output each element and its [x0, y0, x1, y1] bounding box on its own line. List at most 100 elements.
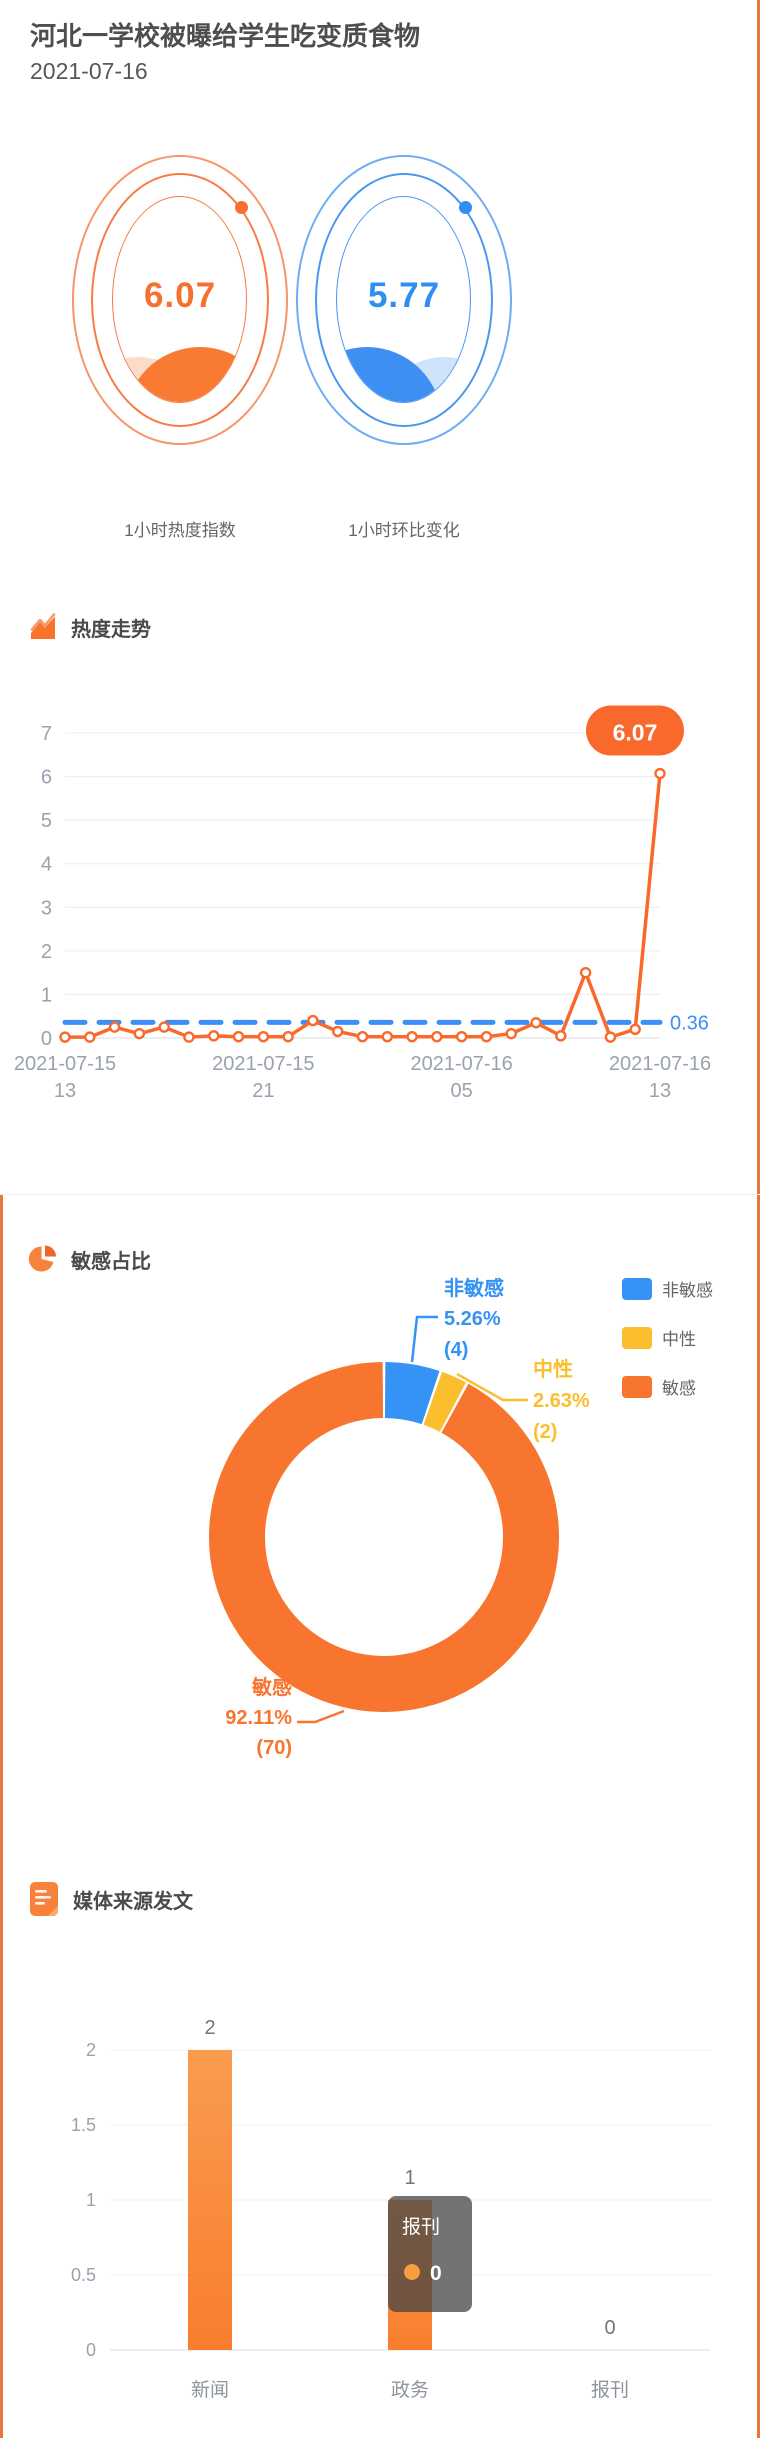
- trend-section-header: 热度走势: [28, 612, 151, 642]
- gauge-circle[interactable]: 5.77: [294, 150, 514, 450]
- gauge-value: 5.77: [367, 276, 441, 315]
- bar-新闻[interactable]: [188, 2050, 232, 2350]
- callout-text: (70): [256, 1737, 292, 1759]
- tooltip-title: 报刊: [402, 2216, 440, 2238]
- gauge-liquid-area: [336, 196, 471, 403]
- trend-series-line: [63, 771, 662, 1039]
- donut-slice-非敏感[interactable]: [384, 1362, 440, 1425]
- callout-leader-line: [456, 1372, 528, 1402]
- data-point-marker: [208, 1030, 220, 1042]
- data-point-marker: [629, 1023, 641, 1035]
- data-point-marker: [158, 1021, 170, 1033]
- peak-value-badge: [586, 705, 684, 756]
- heat-trend-line-chart[interactable]: 0 1 2 3 4 5 6 7 2021-07-15 13 2021-07-15 21 2021-07-…: [0, 688, 760, 1118]
- gauge-outer-ring: [72, 155, 288, 445]
- section-divider: [0, 1194, 760, 1195]
- svg-text:6: 6: [41, 767, 52, 789]
- page-title: 河北一学校被曝给学生吃变质食物: [30, 21, 421, 51]
- wave-solid: [125, 347, 246, 402]
- page-edge-left: [0, 1194, 3, 2438]
- data-point-marker: [480, 1030, 493, 1043]
- gauge-outer-ring: [296, 155, 512, 445]
- svg-text:1: 1: [41, 984, 52, 1006]
- bar-category-label: 报刊: [591, 2379, 629, 2401]
- gauge-liquid-area: [112, 196, 247, 403]
- data-point-marker: [332, 1025, 344, 1038]
- trend-section-title: 热度走势: [71, 618, 151, 641]
- data-point-marker: [455, 1030, 468, 1043]
- gauge-progress-ring: [91, 173, 269, 427]
- media-section-header: 媒体来源发文: [28, 1880, 193, 1918]
- svg-text:13: 13: [649, 1080, 671, 1102]
- data-point-marker: [232, 1030, 245, 1043]
- wave-solid: [337, 347, 442, 402]
- legend-item-非敏感[interactable]: 非敏感: [622, 1278, 713, 1300]
- data-point-marker: [84, 1031, 96, 1043]
- legend-item-敏感[interactable]: 敏感: [622, 1376, 696, 1398]
- data-point-marker: [431, 1030, 443, 1043]
- svg-text:4: 4: [41, 854, 52, 876]
- document-icon: [30, 1882, 58, 1916]
- data-point-marker: [356, 1030, 369, 1043]
- sentiment-section-title: 敏感占比: [71, 1250, 151, 1273]
- data-point-marker: [59, 1031, 71, 1043]
- data-point-marker: [579, 966, 592, 979]
- peak-value-text: 6.07: [613, 720, 658, 746]
- callout-leader-line: [297, 1709, 345, 1724]
- data-point-marker: [555, 1030, 567, 1042]
- svg-text:2: 2: [86, 2040, 96, 2060]
- media-section-title: 媒体来源发文: [73, 1890, 193, 1913]
- donut-slice-中性[interactable]: [423, 1371, 467, 1432]
- callout-text: 2.63%: [533, 1390, 590, 1412]
- gauge-label: 1小时环比变化: [348, 521, 460, 540]
- gauge-progress-ring: [315, 173, 493, 427]
- callout-text: 中性: [533, 1357, 573, 1381]
- trend-chart-icon: [30, 613, 56, 639]
- svg-text:2021-07-15: 2021-07-15: [212, 1053, 314, 1075]
- svg-text:2021-07-16: 2021-07-16: [609, 1053, 711, 1075]
- legend-label: 敏感: [662, 1379, 696, 1398]
- bar-value-label: 0: [604, 2317, 615, 2339]
- bar-category-label: 新闻: [191, 2379, 229, 2401]
- hourly-change-gauge: 5.77 1小时环比变化: [294, 150, 514, 550]
- data-point-marker: [183, 1031, 195, 1043]
- bar-value-label: 1: [404, 2167, 415, 2189]
- data-point-marker: [406, 1030, 418, 1043]
- legend-item-中性[interactable]: 中性: [622, 1327, 696, 1349]
- heat-index-gauge: 6.07 1小时热度指数: [70, 150, 290, 550]
- gauge-progress-dot: [459, 201, 472, 214]
- callout-text: 92.11%: [225, 1707, 292, 1729]
- legend-swatch: [622, 1327, 652, 1349]
- gauge-circle[interactable]: 6.07: [70, 150, 290, 450]
- callout-text: (2): [533, 1421, 557, 1443]
- legend-swatch: [622, 1278, 652, 1300]
- callout-text: 5.26%: [444, 1308, 501, 1330]
- svg-text:13: 13: [54, 1080, 76, 1102]
- data-point-marker: [307, 1014, 319, 1027]
- tooltip-value: 0: [430, 2262, 442, 2285]
- donut-slice-敏感[interactable]: [209, 1362, 560, 1712]
- sentiment-section-header: 敏感占比: [28, 1244, 151, 1274]
- average-value-label: 0.36: [670, 1012, 709, 1034]
- data-point-marker: [505, 1027, 517, 1040]
- gauge-label: 1小时热度指数: [124, 521, 236, 540]
- data-point-marker: [133, 1027, 146, 1040]
- legend-label: 非敏感: [662, 1281, 713, 1300]
- svg-text:2: 2: [41, 941, 52, 963]
- svg-text:3: 3: [41, 897, 52, 919]
- svg-text:7: 7: [41, 723, 52, 745]
- svg-text:2021-07-15: 2021-07-15: [14, 1053, 116, 1075]
- svg-text:05: 05: [451, 1080, 473, 1102]
- callout-text: 敏感: [251, 1675, 292, 1699]
- bar-value-label: 2: [204, 2017, 215, 2039]
- svg-text:1: 1: [86, 2190, 96, 2210]
- report-date: 2021-07-16: [30, 58, 148, 84]
- data-point-marker: [530, 1017, 542, 1029]
- pie-chart-icon: [28, 1245, 56, 1272]
- svg-text:0: 0: [86, 2340, 96, 2360]
- data-point-marker: [257, 1030, 270, 1043]
- callout-text: (4): [444, 1339, 468, 1361]
